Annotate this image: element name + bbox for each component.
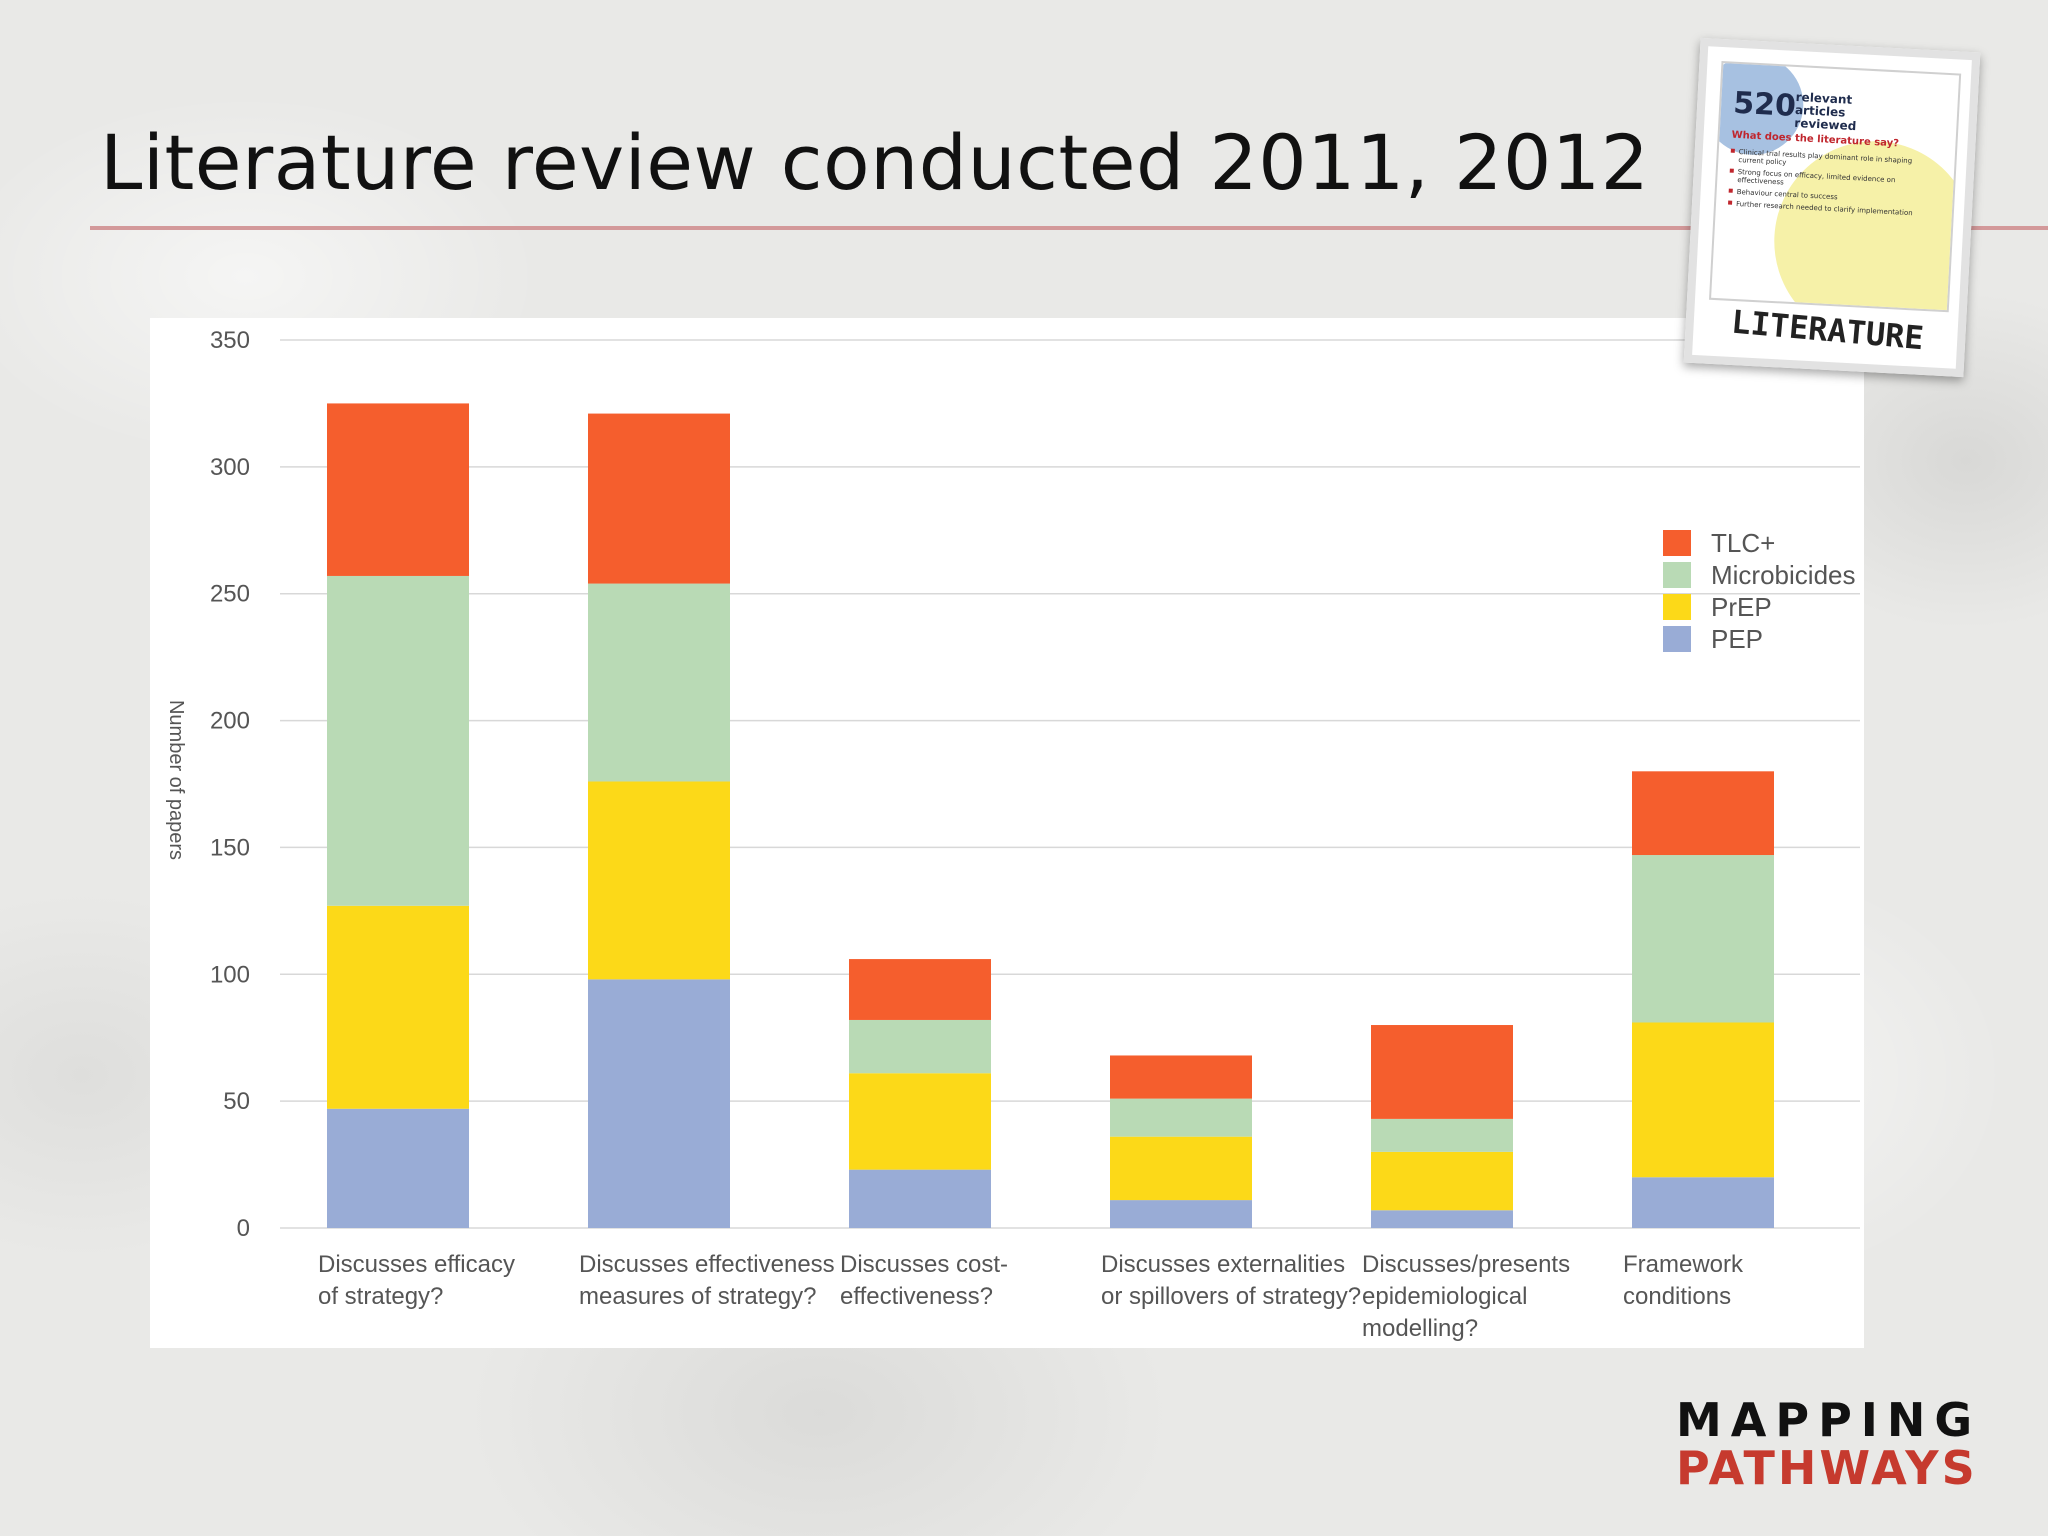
- slide-title: Literature review conducted 2011, 2012: [100, 118, 1650, 207]
- y-tick-label: 200: [210, 708, 250, 735]
- logo-line-pathways: PATHWAYS: [1676, 1441, 1978, 1495]
- legend-label: PrEP: [1711, 592, 1772, 622]
- y-tick-label: 350: [210, 327, 250, 354]
- bar-segment-pep: [1632, 1177, 1774, 1228]
- x-tick-label: conditions: [1623, 1283, 1731, 1310]
- bar-segment-prep: [588, 781, 730, 980]
- bar-segment-tlc-: [1632, 771, 1774, 856]
- x-tick-label: Discusses efficacy: [318, 1251, 515, 1278]
- bar-segment-pep: [849, 1169, 991, 1228]
- bar-segment-tlc-: [327, 403, 469, 576]
- bar-segment-microbicides: [849, 1019, 991, 1074]
- bar-segment-microbicides: [588, 583, 730, 782]
- chart-gridlines: [280, 339, 1860, 1229]
- title-divider: [90, 226, 2048, 230]
- legend-swatch: [1663, 530, 1691, 556]
- bar-segment-microbicides: [1632, 855, 1774, 1023]
- polaroid-bullet-list: Clinical trial results play dominant rol…: [1728, 148, 1929, 222]
- article-count-label: relevant articles reviewed: [1794, 89, 1857, 134]
- bar-segment-tlc-: [1110, 1055, 1252, 1099]
- x-axis-labels: Discusses efficacy of strategy? Discusses …: [318, 1251, 1744, 1342]
- y-tick-label: 150: [210, 834, 250, 861]
- legend-label: PEP: [1711, 624, 1763, 654]
- x-tick-label: Framework: [1623, 1251, 1744, 1278]
- x-tick-label: modelling?: [1362, 1315, 1478, 1342]
- bar-segment-pep: [1110, 1200, 1252, 1228]
- x-tick-label: Discusses cost-: [840, 1251, 1008, 1278]
- x-tick-label: effectiveness?: [840, 1283, 993, 1310]
- x-tick-label: Discusses/presents: [1362, 1251, 1570, 1278]
- legend-label: TLC+: [1711, 528, 1775, 558]
- x-tick-label: Discusses externalities: [1101, 1251, 1345, 1278]
- x-tick-label: or spillovers of strategy?: [1101, 1283, 1361, 1310]
- x-tick-label: epidemiological: [1362, 1283, 1527, 1310]
- x-tick-label: Discusses effectiveness: [579, 1251, 835, 1278]
- legend-swatch: [1663, 626, 1691, 652]
- y-axis-label: Number of papers: [165, 700, 187, 860]
- bar-segment-microbicides: [327, 575, 469, 906]
- mapping-pathways-logo: MAPPING PATHWAYS: [1676, 1396, 2016, 1492]
- y-tick-label: 300: [210, 454, 250, 481]
- y-tick-label: 0: [237, 1215, 250, 1242]
- logo-line-mapping: MAPPING: [1676, 1393, 1982, 1447]
- y-tick-label: 250: [210, 581, 250, 608]
- chart-panel: 0 50 100 150 200 250 300 350 Discusses efficacy…: [150, 318, 1864, 1348]
- bar-segment-microbicides: [1371, 1118, 1513, 1152]
- bar-segment-tlc-: [849, 959, 991, 1020]
- x-tick-label: of strategy?: [318, 1283, 443, 1310]
- y-axis-ticks: 0 50 100 150 200 250 300 350: [210, 327, 250, 1242]
- article-count: 520: [1732, 85, 1797, 124]
- bar-segment-prep: [1371, 1151, 1513, 1211]
- y-tick-label: 50: [223, 1088, 250, 1115]
- bar-segment-prep: [849, 1073, 991, 1170]
- bar-segment-prep: [1632, 1022, 1774, 1178]
- x-tick-label: measures of strategy?: [579, 1283, 816, 1310]
- bar-segment-microbicides: [1110, 1098, 1252, 1137]
- chart-bars: [327, 403, 1774, 1228]
- polaroid-photo: 520 relevant articles reviewed What does…: [1709, 61, 1962, 313]
- bar-segment-tlc-: [588, 413, 730, 584]
- legend-swatch: [1663, 562, 1691, 588]
- legend-swatch: [1663, 594, 1691, 620]
- bar-segment-prep: [327, 905, 469, 1109]
- literature-polaroid: 520 relevant articles reviewed What does…: [1683, 37, 1981, 378]
- bar-segment-pep: [588, 979, 730, 1228]
- bar-segment-tlc-: [1371, 1025, 1513, 1119]
- bar-segment-pep: [327, 1108, 469, 1228]
- bar-segment-prep: [1110, 1136, 1252, 1201]
- bar-segment-pep: [1371, 1210, 1513, 1228]
- stacked-bar-chart: 0 50 100 150 200 250 300 350 Discusses efficacy…: [165, 327, 1860, 1342]
- legend-label: Microbicides: [1711, 560, 1856, 590]
- y-tick-label: 100: [210, 961, 250, 988]
